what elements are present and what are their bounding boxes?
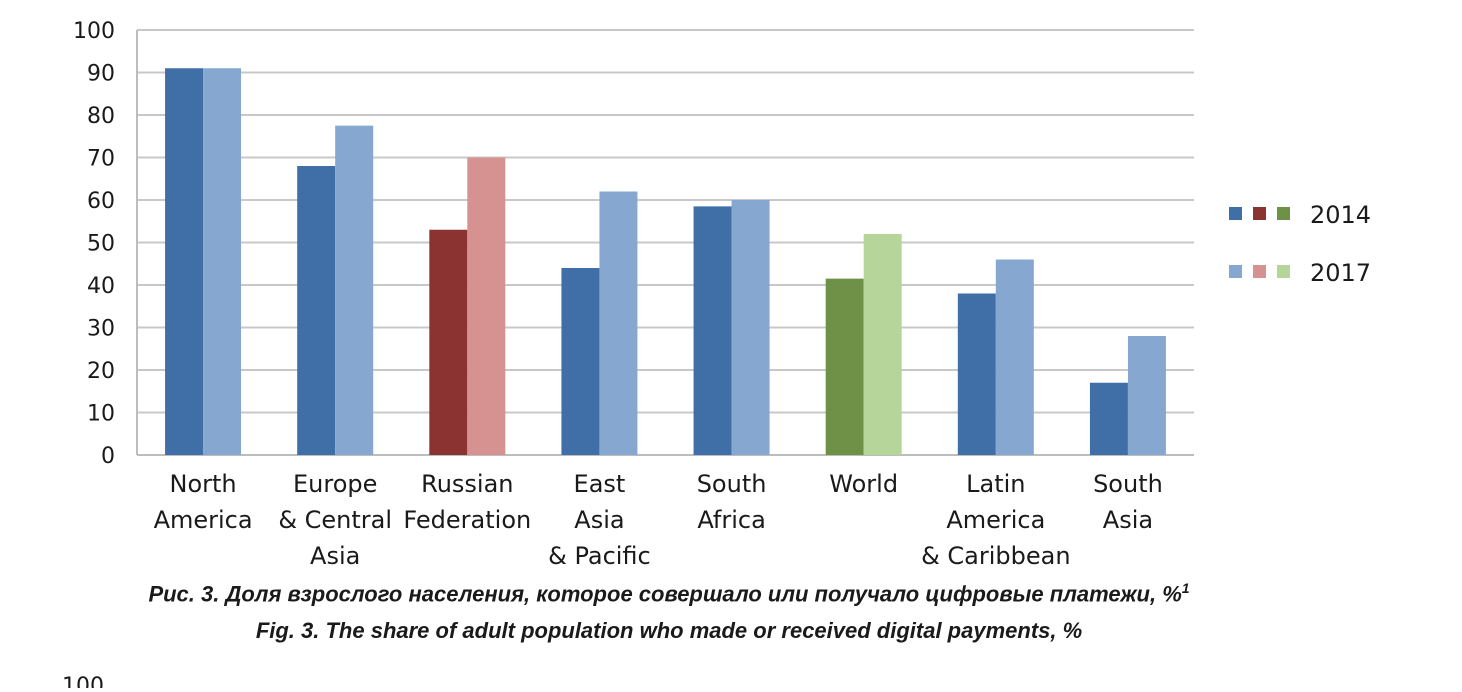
legend-swatch bbox=[1277, 265, 1290, 278]
y-tick-label: 30 bbox=[87, 317, 115, 342]
caption-footnote-mark: 1 bbox=[1181, 580, 1190, 596]
y-tick-label: 70 bbox=[87, 147, 115, 172]
legend-swatch bbox=[1277, 207, 1290, 220]
bar-2014 bbox=[693, 206, 732, 455]
x-category-label: South bbox=[697, 470, 767, 498]
next-figure-fragment: 100 bbox=[62, 674, 104, 688]
x-category-label: World bbox=[829, 470, 898, 498]
x-category-label: Africa bbox=[697, 506, 765, 534]
x-category-label: Europe bbox=[293, 470, 377, 498]
x-category-label: & Pacific bbox=[548, 542, 651, 570]
x-category-label: Asia bbox=[1103, 506, 1153, 534]
legend-label: 2014 bbox=[1310, 201, 1371, 229]
x-category-label: America bbox=[946, 506, 1045, 534]
x-category-label: Russian bbox=[421, 470, 513, 498]
y-tick-label: 50 bbox=[87, 232, 115, 257]
x-category-label: & Caribbean bbox=[921, 542, 1071, 570]
caption-russian-text: Рис. 3. Доля взрослого населения, которо… bbox=[148, 581, 1182, 607]
legend-swatch bbox=[1229, 265, 1242, 278]
bar-2017 bbox=[995, 259, 1034, 455]
bar-2014 bbox=[561, 268, 600, 455]
y-tick-label: 60 bbox=[87, 189, 115, 214]
legend-swatch bbox=[1229, 207, 1242, 220]
bar-2017 bbox=[863, 234, 902, 455]
y-tick-label: 90 bbox=[87, 62, 115, 87]
bar-2014 bbox=[429, 229, 468, 455]
x-category-label: & Central bbox=[278, 506, 392, 534]
bar-2017 bbox=[203, 68, 242, 455]
x-category-label: Latin bbox=[966, 470, 1025, 498]
y-tick-label: 0 bbox=[101, 444, 115, 469]
bar-2017 bbox=[731, 200, 770, 455]
bar-2017 bbox=[467, 157, 506, 455]
y-tick-label: 10 bbox=[87, 402, 115, 427]
caption-russian: Рис. 3. Доля взрослого населения, которо… bbox=[0, 580, 1400, 607]
caption-english: Fig. 3. The share of adult population wh… bbox=[255, 618, 1083, 643]
y-tick-label: 40 bbox=[87, 274, 115, 299]
x-category-label: South bbox=[1093, 470, 1163, 498]
x-category-label: North bbox=[170, 470, 237, 498]
legend-label: 2017 bbox=[1310, 259, 1371, 287]
bar-2014 bbox=[297, 166, 336, 455]
x-category-label: Asia bbox=[574, 506, 624, 534]
bar-2017 bbox=[1127, 336, 1166, 455]
bar-2017 bbox=[335, 125, 374, 455]
y-tick-label: 80 bbox=[87, 104, 115, 129]
x-category-label: East bbox=[574, 470, 626, 498]
legend-swatch bbox=[1253, 265, 1266, 278]
x-category-label: Federation bbox=[403, 506, 531, 534]
legend-swatch bbox=[1253, 207, 1266, 220]
bar-2014 bbox=[825, 278, 864, 455]
bar-2014 bbox=[1089, 382, 1128, 455]
y-tick-label: 100 bbox=[73, 19, 115, 44]
bar-2014 bbox=[165, 68, 204, 455]
x-category-label: Asia bbox=[310, 542, 360, 570]
bar-2014 bbox=[957, 293, 996, 455]
x-category-label: America bbox=[154, 506, 253, 534]
bar-2017 bbox=[599, 191, 638, 455]
y-tick-label: 20 bbox=[87, 359, 115, 384]
